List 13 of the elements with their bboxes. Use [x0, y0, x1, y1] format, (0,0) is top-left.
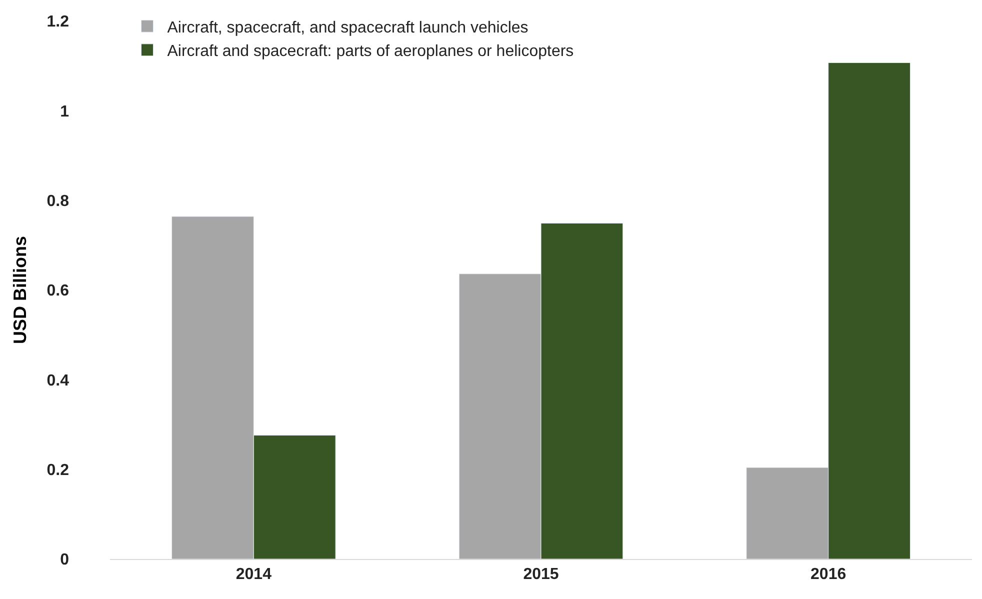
y-tick-label: 0.8	[46, 192, 70, 210]
x-tick-label: 2014	[236, 566, 272, 584]
y-tick-label: 1.2	[46, 14, 70, 31]
y-tick-label: 0.2	[46, 462, 70, 479]
x-tick-label: 2015	[523, 566, 559, 584]
legend-label: Aircraft, spacecraft, and spacecraft launch vehicles	[167, 19, 528, 36]
y-tick-label: 0	[60, 552, 70, 569]
legend-label: Aircraft and spacecraft: parts of aeroplanes or helicopters	[167, 43, 574, 60]
x-tick-label: 2016	[810, 566, 846, 584]
y-tick-label: 1	[60, 103, 70, 120]
y-tick-label: 0.6	[46, 282, 70, 300]
y-tick-label: 0.4	[46, 372, 70, 390]
y-axis-title: USD Billions	[10, 236, 30, 344]
